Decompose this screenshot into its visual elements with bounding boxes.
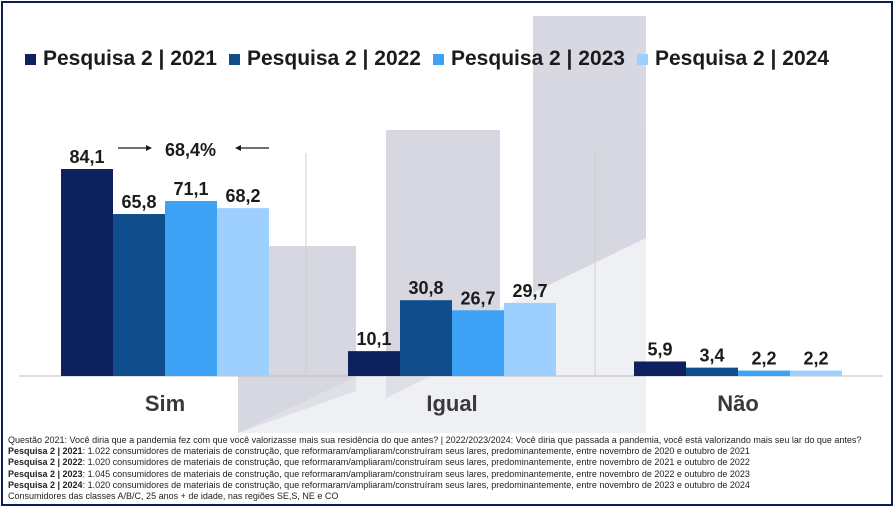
footnote-audience: Consumidores das classes A/B/C, 25 anos … — [8, 491, 339, 502]
legend-item: Pesquisa 2 | 2023 — [433, 47, 625, 71]
legend-swatch — [637, 53, 648, 65]
legend: Pesquisa 2 | 2021 Pesquisa 2 | 2022 Pesqui… — [25, 47, 885, 71]
data-label: 29,7 — [512, 281, 547, 301]
data-label: 5,9 — [647, 339, 672, 359]
legend-item: Pesquisa 2 | 2024 — [637, 47, 829, 71]
footnotes: Questão 2021: Você diria que a pandemia … — [8, 435, 890, 502]
bar — [113, 214, 165, 376]
bar — [634, 361, 686, 376]
category-label: Não — [717, 391, 759, 416]
footnote-row: Pesquisa 2 | 2024: 1.020 consumidores de… — [8, 479, 750, 490]
data-label: 71,1 — [173, 179, 208, 199]
bar — [61, 169, 113, 376]
legend-label: Pesquisa 2 | 2023 — [451, 47, 625, 70]
data-label: 65,8 — [121, 192, 156, 212]
category-label: Igual — [426, 391, 477, 416]
legend-item: Pesquisa 2 | 2021 — [25, 47, 217, 71]
bar — [790, 370, 842, 376]
data-label: 3,4 — [699, 346, 724, 366]
bar — [738, 370, 790, 376]
legend-label: Pesquisa 2 | 2024 — [655, 47, 829, 70]
data-label: 10,1 — [356, 329, 391, 349]
legend-swatch — [25, 53, 36, 65]
footnote-question: Questão 2021: Você diria que a pandemia … — [8, 435, 862, 445]
legend-label: Pesquisa 2 | 2022 — [247, 47, 421, 70]
legend-label: Pesquisa 2 | 2021 — [43, 47, 217, 70]
legend-swatch — [229, 53, 240, 65]
bar — [452, 310, 504, 376]
data-label: 26,7 — [460, 288, 495, 308]
data-label: 84,1 — [69, 147, 104, 167]
bar — [348, 351, 400, 376]
data-label: 68,2 — [225, 186, 260, 206]
annotation: 68,4% — [118, 140, 269, 160]
footnote-row: Pesquisa 2 | 2021: 1.022 consumidores de… — [8, 446, 750, 457]
category-label: Sim — [145, 391, 185, 416]
footnote-row: Pesquisa 2 | 2022: 1.020 consumidores de… — [8, 457, 750, 468]
bar — [686, 367, 738, 376]
bar-chart: 84,1 65,8 71,1 68,2 Sim 10,1 30,8 26,7 29,7 Igual… — [19, 16, 883, 433]
bar — [165, 200, 217, 376]
footnote-row: Pesquisa 2 | 2023: 1.045 consumidores de… — [8, 468, 750, 479]
data-label: 2,2 — [803, 349, 828, 369]
bar — [217, 208, 269, 376]
bar — [400, 300, 452, 376]
legend-item: Pesquisa 2 | 2022 — [229, 47, 421, 71]
annotation-label: 68,4% — [165, 140, 216, 160]
data-label: 30,8 — [408, 278, 443, 298]
bar — [504, 302, 556, 376]
legend-swatch — [433, 53, 444, 65]
data-label: 2,2 — [751, 349, 776, 369]
